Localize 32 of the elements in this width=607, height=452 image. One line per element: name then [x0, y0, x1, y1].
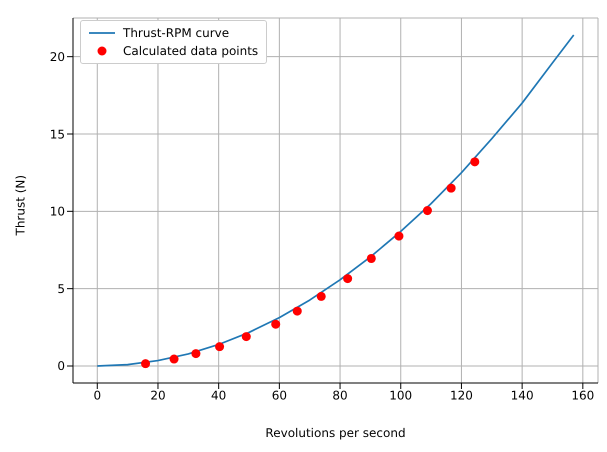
x-tick-label: 60: [272, 388, 287, 403]
x-tick-label: 120: [450, 388, 473, 403]
point: [191, 349, 200, 358]
x-tick-label: 0: [93, 388, 102, 403]
legend-label: Calculated data points: [123, 43, 258, 60]
point: [422, 206, 432, 216]
y-tick-label: 0: [57, 359, 65, 374]
x-tick-label: 80: [332, 388, 348, 403]
x-tick-label: 140: [510, 388, 534, 403]
legend-label: Thrust-RPM curve: [123, 25, 230, 42]
point: [242, 332, 251, 342]
y-tick-label: 15: [50, 127, 65, 142]
point: [470, 157, 480, 166]
y-tick-label: 5: [57, 282, 65, 296]
x-tick-label: 100: [389, 388, 412, 403]
point: [366, 254, 376, 264]
x-axis-title: Revolutions per second: [265, 426, 406, 440]
point: [271, 320, 280, 329]
point: [316, 292, 326, 301]
point: [141, 359, 150, 368]
point: [343, 274, 352, 284]
y-tick-label: 10: [50, 204, 65, 219]
y-axis-title: Thrust (N): [13, 174, 28, 236]
point: [394, 232, 404, 241]
x-tick-label: 40: [211, 388, 226, 403]
x-tick-label: 20: [150, 388, 166, 403]
point: [215, 342, 224, 352]
point: [292, 306, 302, 316]
point: [446, 184, 456, 193]
y-tick-label: 20: [50, 50, 65, 64]
point: [170, 354, 179, 364]
x-tick-label: 160: [571, 388, 594, 403]
